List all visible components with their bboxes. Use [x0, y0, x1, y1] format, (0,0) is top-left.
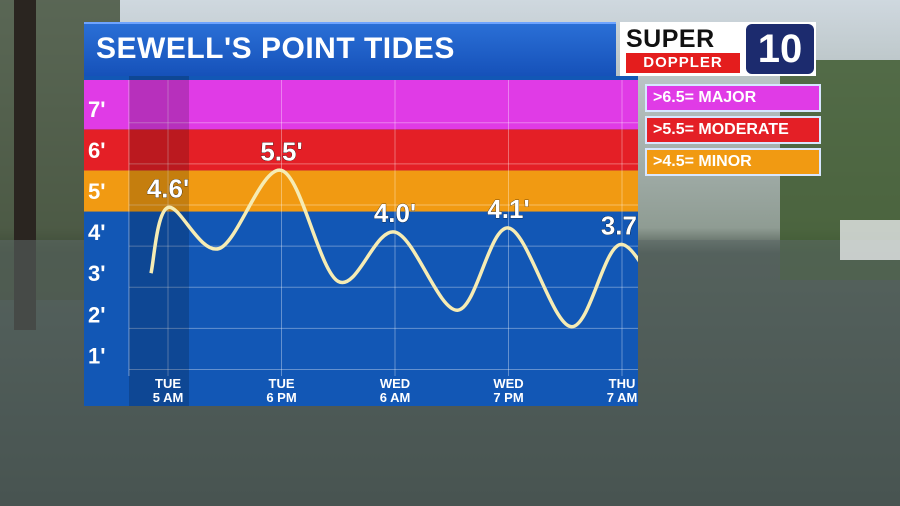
peak-label: 4.0' [374, 198, 416, 228]
y-tick-label: 5' [88, 179, 105, 204]
band-moderate [84, 129, 638, 171]
x-tick-label-day: THU [609, 376, 636, 391]
threshold-bands [84, 76, 638, 406]
tide-curve [149, 168, 638, 329]
y-tick-label: 4' [88, 220, 105, 245]
tide-chart: 4.6'5.5'4.0'4.1'3.7' 1'2'3'4'5'6'7' TUE5… [84, 76, 638, 406]
logo-channel-number: 10 [746, 24, 814, 74]
y-axis-ticks: 1' 2' 3' 4' 5' 6' 7' [88, 97, 105, 369]
x-tick-label-day: WED [493, 376, 523, 391]
legend-moderate: >5.5= MODERATE [645, 116, 821, 144]
x-tick-label-time: 7 PM [493, 390, 523, 405]
station-logo: SUPER DOPPLER 10 [620, 22, 816, 76]
current-time-highlight [129, 76, 189, 406]
peak-label: 4.1' [487, 194, 529, 224]
legend-minor: >4.5= MINOR [645, 148, 821, 176]
x-tick-label-time: 5 AM [153, 390, 184, 405]
x-tick-label-time: 6 PM [266, 390, 296, 405]
band-major [84, 80, 638, 130]
highlight-column [129, 76, 189, 406]
x-tick-label-time: 7 AM [607, 390, 638, 405]
chart-title: SEWELL'S POINT TIDES [96, 32, 455, 65]
title-bar: SEWELL'S POINT TIDES [84, 22, 616, 78]
x-tick-label-day: WED [380, 376, 410, 391]
peak-label: 4.6' [147, 173, 189, 203]
x-tick-label-day: TUE [269, 376, 295, 391]
chart-grid [128, 80, 638, 376]
peak-label: 5.5' [260, 136, 302, 166]
legend-major: >6.5= MAJOR [645, 84, 821, 112]
y-tick-label: 6' [88, 138, 105, 163]
x-tick-label-day: TUE [155, 376, 181, 391]
y-tick-label: 2' [88, 302, 105, 327]
peak-label: 3.7' [601, 210, 638, 240]
y-tick-label: 3' [88, 261, 105, 286]
y-tick-label: 1' [88, 343, 105, 368]
logo-doppler-text: DOPPLER [626, 53, 740, 73]
band-minor [84, 170, 638, 212]
logo-super-text: SUPER [626, 25, 715, 53]
peak-labels: 4.6' 5.5' 4.0' 4.1' 3.7' [147, 136, 638, 241]
x-axis-strip [84, 376, 638, 406]
y-tick-label: 7' [88, 97, 105, 122]
x-tick-label-time: 6 AM [380, 390, 411, 405]
